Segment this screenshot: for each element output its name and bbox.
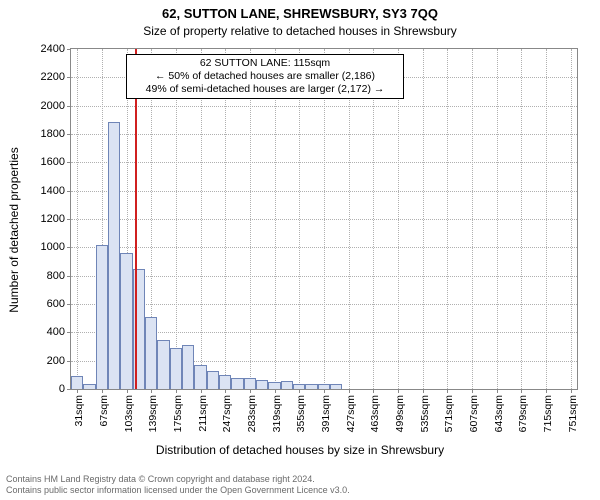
histogram-bar [268,49,280,389]
x-tick-mark [349,389,350,393]
y-tick-label: 1600 [41,156,71,168]
histogram-bar [120,49,132,389]
histogram-bar [96,49,108,389]
x-tick-mark [546,389,547,393]
x-tick-mark [497,389,498,393]
x-tick-label: 247sqm [221,395,233,432]
gridline-v [546,49,547,389]
histogram-bar [170,49,182,389]
footer-line-2: Contains public sector information licen… [6,485,350,496]
histogram-bar [71,49,83,389]
x-tick-label: 463sqm [369,395,381,432]
y-tick-label: 2400 [41,43,71,55]
histogram-bar [256,49,268,389]
gridline-v [373,49,374,389]
footer-line-1: Contains HM Land Registry data © Crown c… [6,474,350,485]
y-tick-label: 600 [47,298,71,310]
x-tick-label: 319sqm [271,395,283,432]
x-tick-mark [521,389,522,393]
histogram-bar [244,49,256,389]
footer-attribution: Contains HM Land Registry data © Crown c… [6,474,350,496]
histogram-bar [305,49,317,389]
x-tick-label: 535sqm [419,395,431,432]
x-tick-mark [127,389,128,393]
x-tick-mark [398,389,399,393]
x-tick-mark [423,389,424,393]
x-tick-mark [373,389,374,393]
gridline-v [349,49,350,389]
x-tick-label: 103sqm [123,395,135,432]
x-tick-mark [225,389,226,393]
x-tick-label: 427sqm [345,395,357,432]
x-tick-mark [176,389,177,393]
gridline-v [497,49,498,389]
annotation-box: 62 SUTTON LANE: 115sqm ← 50% of detached… [126,54,404,99]
gridline-v [571,49,572,389]
x-tick-mark [299,389,300,393]
y-tick-label: 2200 [41,71,71,83]
x-axis-label: Distribution of detached houses by size … [0,443,600,457]
y-tick-label: 2000 [41,100,71,112]
x-tick-mark [250,389,251,393]
y-tick-label: 0 [59,383,71,395]
x-tick-label: 715sqm [542,395,554,432]
y-tick-label: 400 [47,326,71,338]
x-tick-label: 67sqm [98,395,110,427]
histogram-bar [231,49,243,389]
gridline-v [472,49,473,389]
histogram-bar [194,49,206,389]
histogram-bar [83,49,95,389]
y-tick-label: 1400 [41,185,71,197]
gridline-v [521,49,522,389]
page-title: 62, SUTTON LANE, SHREWSBURY, SY3 7QQ [0,6,600,21]
histogram-bar [293,49,305,389]
y-tick-label: 200 [47,355,71,367]
histogram-bar [108,49,120,389]
histogram-bar [157,49,169,389]
x-tick-label: 751sqm [567,395,579,432]
histogram-bar [330,49,342,389]
x-tick-label: 31sqm [73,395,85,427]
x-tick-label: 391sqm [320,395,332,432]
x-tick-mark [571,389,572,393]
annotation-line-3: 49% of semi-detached houses are larger (… [131,83,399,96]
histogram-plot: 62 SUTTON LANE: 115sqm ← 50% of detached… [70,48,578,390]
histogram-bar [318,49,330,389]
x-tick-label: 607sqm [468,395,480,432]
histogram-bar [145,49,157,389]
x-tick-label: 211sqm [197,395,209,432]
x-tick-label: 175sqm [172,395,184,432]
marker-line [135,49,137,389]
x-tick-label: 499sqm [394,395,406,432]
y-tick-label: 1200 [41,213,71,225]
gridline-v [423,49,424,389]
x-tick-mark [447,389,448,393]
histogram-bar [281,49,293,389]
x-tick-label: 679sqm [517,395,529,432]
x-tick-mark [275,389,276,393]
histogram-bar [182,49,194,389]
gridline-v [398,49,399,389]
y-tick-label: 1800 [41,128,71,140]
x-tick-mark [324,389,325,393]
x-tick-mark [201,389,202,393]
x-tick-mark [77,389,78,393]
x-tick-label: 355sqm [295,395,307,432]
histogram-bar [207,49,219,389]
y-axis-label: Number of detached properties [7,147,21,312]
annotation-line-2: ← 50% of detached houses are smaller (2,… [131,70,399,83]
annotation-line-1: 62 SUTTON LANE: 115sqm [131,57,399,70]
x-tick-mark [102,389,103,393]
gridline-v [447,49,448,389]
x-tick-mark [151,389,152,393]
x-tick-label: 643sqm [493,395,505,432]
x-tick-label: 139sqm [147,395,159,432]
x-tick-label: 571sqm [443,395,455,432]
x-tick-mark [472,389,473,393]
y-tick-label: 800 [47,270,71,282]
histogram-bar [219,49,231,389]
x-tick-label: 283sqm [246,395,258,432]
y-tick-label: 1000 [41,241,71,253]
chart-subtitle: Size of property relative to detached ho… [0,24,600,38]
